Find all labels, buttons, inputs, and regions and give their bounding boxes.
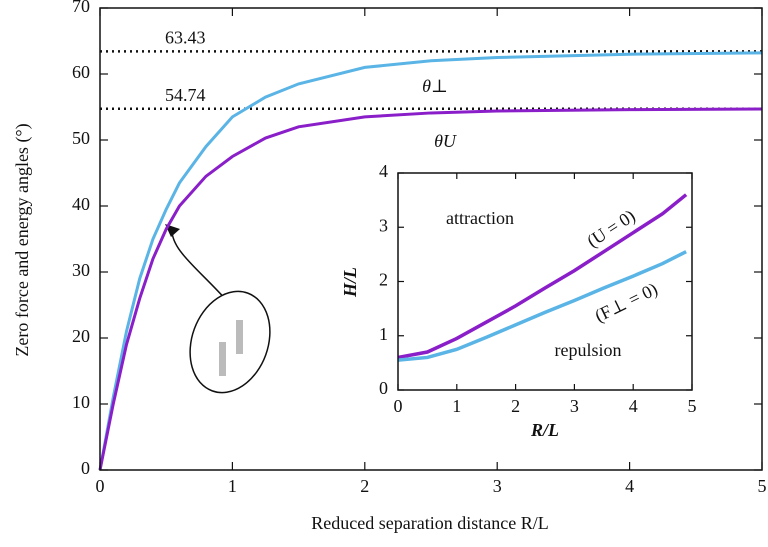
y-tick-label: 50 [72,128,90,148]
series-line [397,193,688,360]
x-tick-label: 5 [758,476,767,496]
y-tick-label: 1 [379,324,388,344]
inset-y-title: H/L [340,267,360,298]
y-tick-label: 10 [72,392,90,412]
x-tick-label: 2 [511,396,520,416]
x-tick-label: 0 [96,476,105,496]
x-tick-label: 2 [360,476,369,496]
particle [219,342,226,376]
ellipse [189,290,271,394]
y-tick-label: 30 [72,260,90,280]
x-tick-label: 5 [688,396,697,416]
x-axis-title: Reduced separation distance R/L [311,513,548,533]
reference-label: 63.43 [165,27,206,47]
x-tick-label: 1 [228,476,237,496]
x-tick-label: 4 [625,476,634,496]
particle [236,320,243,354]
inset-background [345,160,710,442]
y-tick-label: 3 [379,215,388,235]
x-tick-label: 0 [394,396,403,416]
x-tick-label: 3 [493,476,502,496]
series-label: θ⊥ [422,76,448,96]
y-axis-title: Zero force and energy angles (°) [12,123,33,356]
y-tick-label: 4 [379,161,388,181]
series-label: θU [434,131,457,151]
y-tick-label: 60 [72,62,90,82]
series-line [98,51,763,471]
y-tick-label: 2 [379,270,388,290]
series-line [397,250,687,362]
y-tick-label: 0 [81,458,90,478]
y-tick-label: 20 [72,326,90,346]
arrow [171,227,229,303]
y-tick-label: 70 [72,0,90,16]
y-tick-label: 40 [72,194,90,214]
particle-sketch [165,224,271,394]
inset-x-title: R/L [530,420,559,440]
reference-label: 54.74 [165,85,206,105]
x-tick-label: 4 [629,396,638,416]
y-tick-label: 0 [379,378,388,398]
series-line [98,107,763,471]
x-tick-label: 3 [570,396,579,416]
annotation: attraction [446,208,514,228]
plot-frame [99,7,763,471]
annotation: repulsion [555,340,622,360]
x-tick-label: 1 [452,396,461,416]
